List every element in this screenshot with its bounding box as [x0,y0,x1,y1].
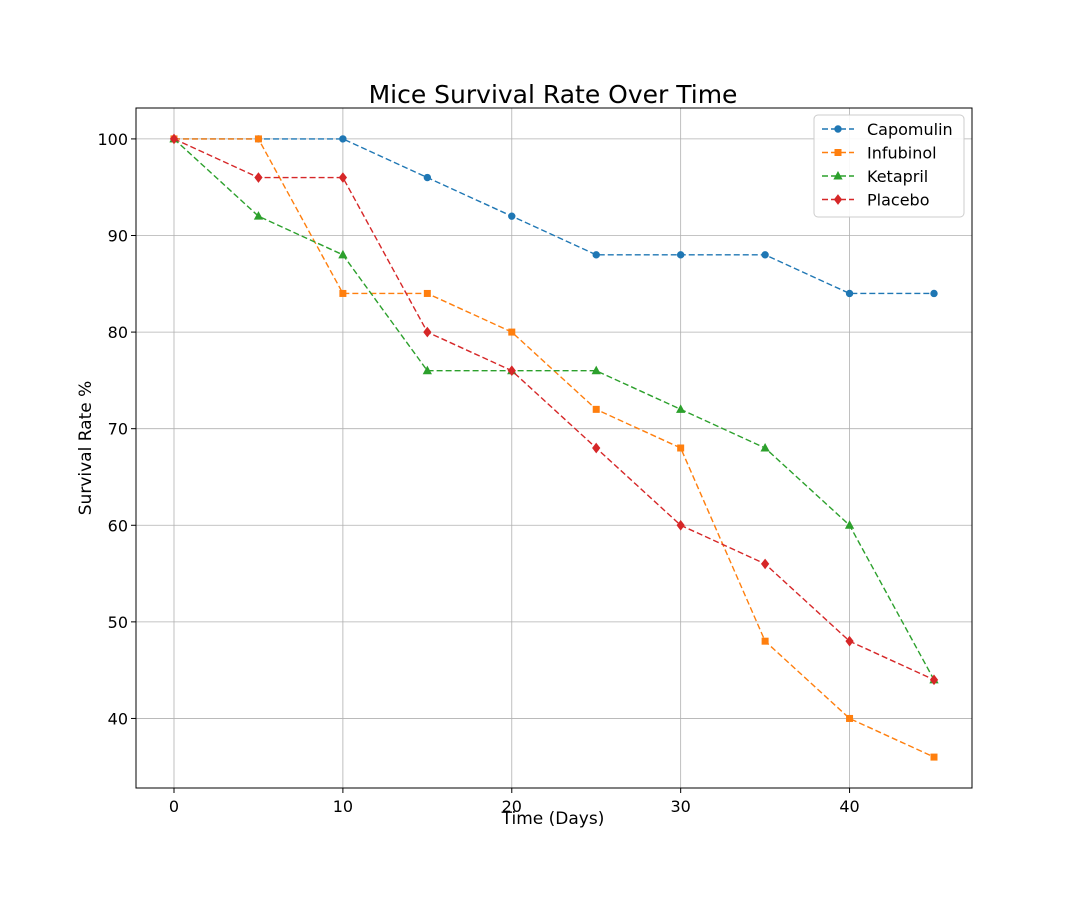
legend-label-placebo: Placebo [867,191,929,210]
y-axis-label: Survival Rate % [76,381,96,515]
x-tick-label: 30 [670,797,690,816]
data-point-ketapril [760,442,770,452]
legend-item-infubinol: Infubinol [822,144,937,163]
data-point-capomulin [508,212,516,220]
legend-box [813,114,965,218]
plot-frame [135,107,973,789]
data-point-placebo [676,519,685,531]
y-tick-label: 50 [108,613,128,632]
y-tick-label: 100 [97,130,128,149]
legend-item-capomulin: Capomulin [822,120,953,139]
data-point-placebo [338,172,348,183]
data-point-placebo [929,674,939,686]
data-point-capomulin [930,289,938,298]
series-line-capomulin [174,138,934,295]
legend-swatch-marker [834,125,842,133]
data-point-placebo [845,635,854,647]
legend-item-placebo: Placebo [822,191,929,210]
data-point-infubinol [930,753,938,761]
data-point-ketapril [676,404,686,413]
x-tick-label: 20 [502,797,522,816]
data-point-placebo [507,365,516,377]
data-point-capomulin [592,251,600,259]
data-point-ketapril [844,520,855,529]
data-point-infubinol [592,405,600,413]
data-point-capomulin [339,135,347,143]
axis-ticks: 0 10 20 30 40 40 50 60 70 80 90 100 [97,130,859,816]
legend-swatch-marker [834,149,842,156]
chart-title: Mice Survival Rate Over Time [369,80,738,109]
legend-item-ketapril: Ketapril [822,167,928,186]
y-tick-label: 80 [108,323,128,342]
data-point-infubinol [254,135,262,143]
series-layer [169,133,939,761]
data-point-capomulin [423,173,432,182]
legend-label-infubinol: Infubinol [867,144,937,163]
data-point-ketapril [253,211,264,220]
data-point-placebo [760,558,770,570]
data-point-infubinol [339,289,347,297]
x-tick-label: 40 [839,797,859,816]
data-point-infubinol [508,328,516,336]
data-point-infubinol [846,714,854,722]
legend-swatch-marker [833,194,843,205]
data-point-placebo [254,172,263,183]
data-point-ketapril [591,365,601,375]
series-line-placebo [173,138,935,681]
data-point-ketapril [422,365,432,375]
x-axis-label: Time (Days) [501,809,605,829]
y-tick-label: 40 [108,709,128,728]
x-tick-label: 0 [169,797,179,816]
legend-label-capomulin: Capomulin [867,120,953,139]
data-point-capomulin [676,251,685,259]
legend: Capomulin Infubinol Ketapril Placebo [813,114,965,218]
legend-label-ketapril: Ketapril [867,167,928,186]
data-point-infubinol [423,289,431,297]
data-point-capomulin [845,289,854,298]
data-point-capomulin [761,251,769,259]
y-tick-label: 90 [108,227,128,246]
y-tick-label: 70 [108,420,128,439]
data-point-placebo [169,133,179,145]
legend-swatch-marker [833,170,843,180]
data-point-infubinol [761,637,769,645]
data-point-ketapril [338,249,348,259]
series-line-ketapril [173,138,935,681]
data-point-placebo [592,442,601,454]
data-point-infubinol [677,444,685,452]
series-placebo [169,133,939,686]
x-tick-label: 10 [333,797,353,816]
data-point-placebo [423,326,432,338]
y-tick-label: 60 [108,516,128,535]
